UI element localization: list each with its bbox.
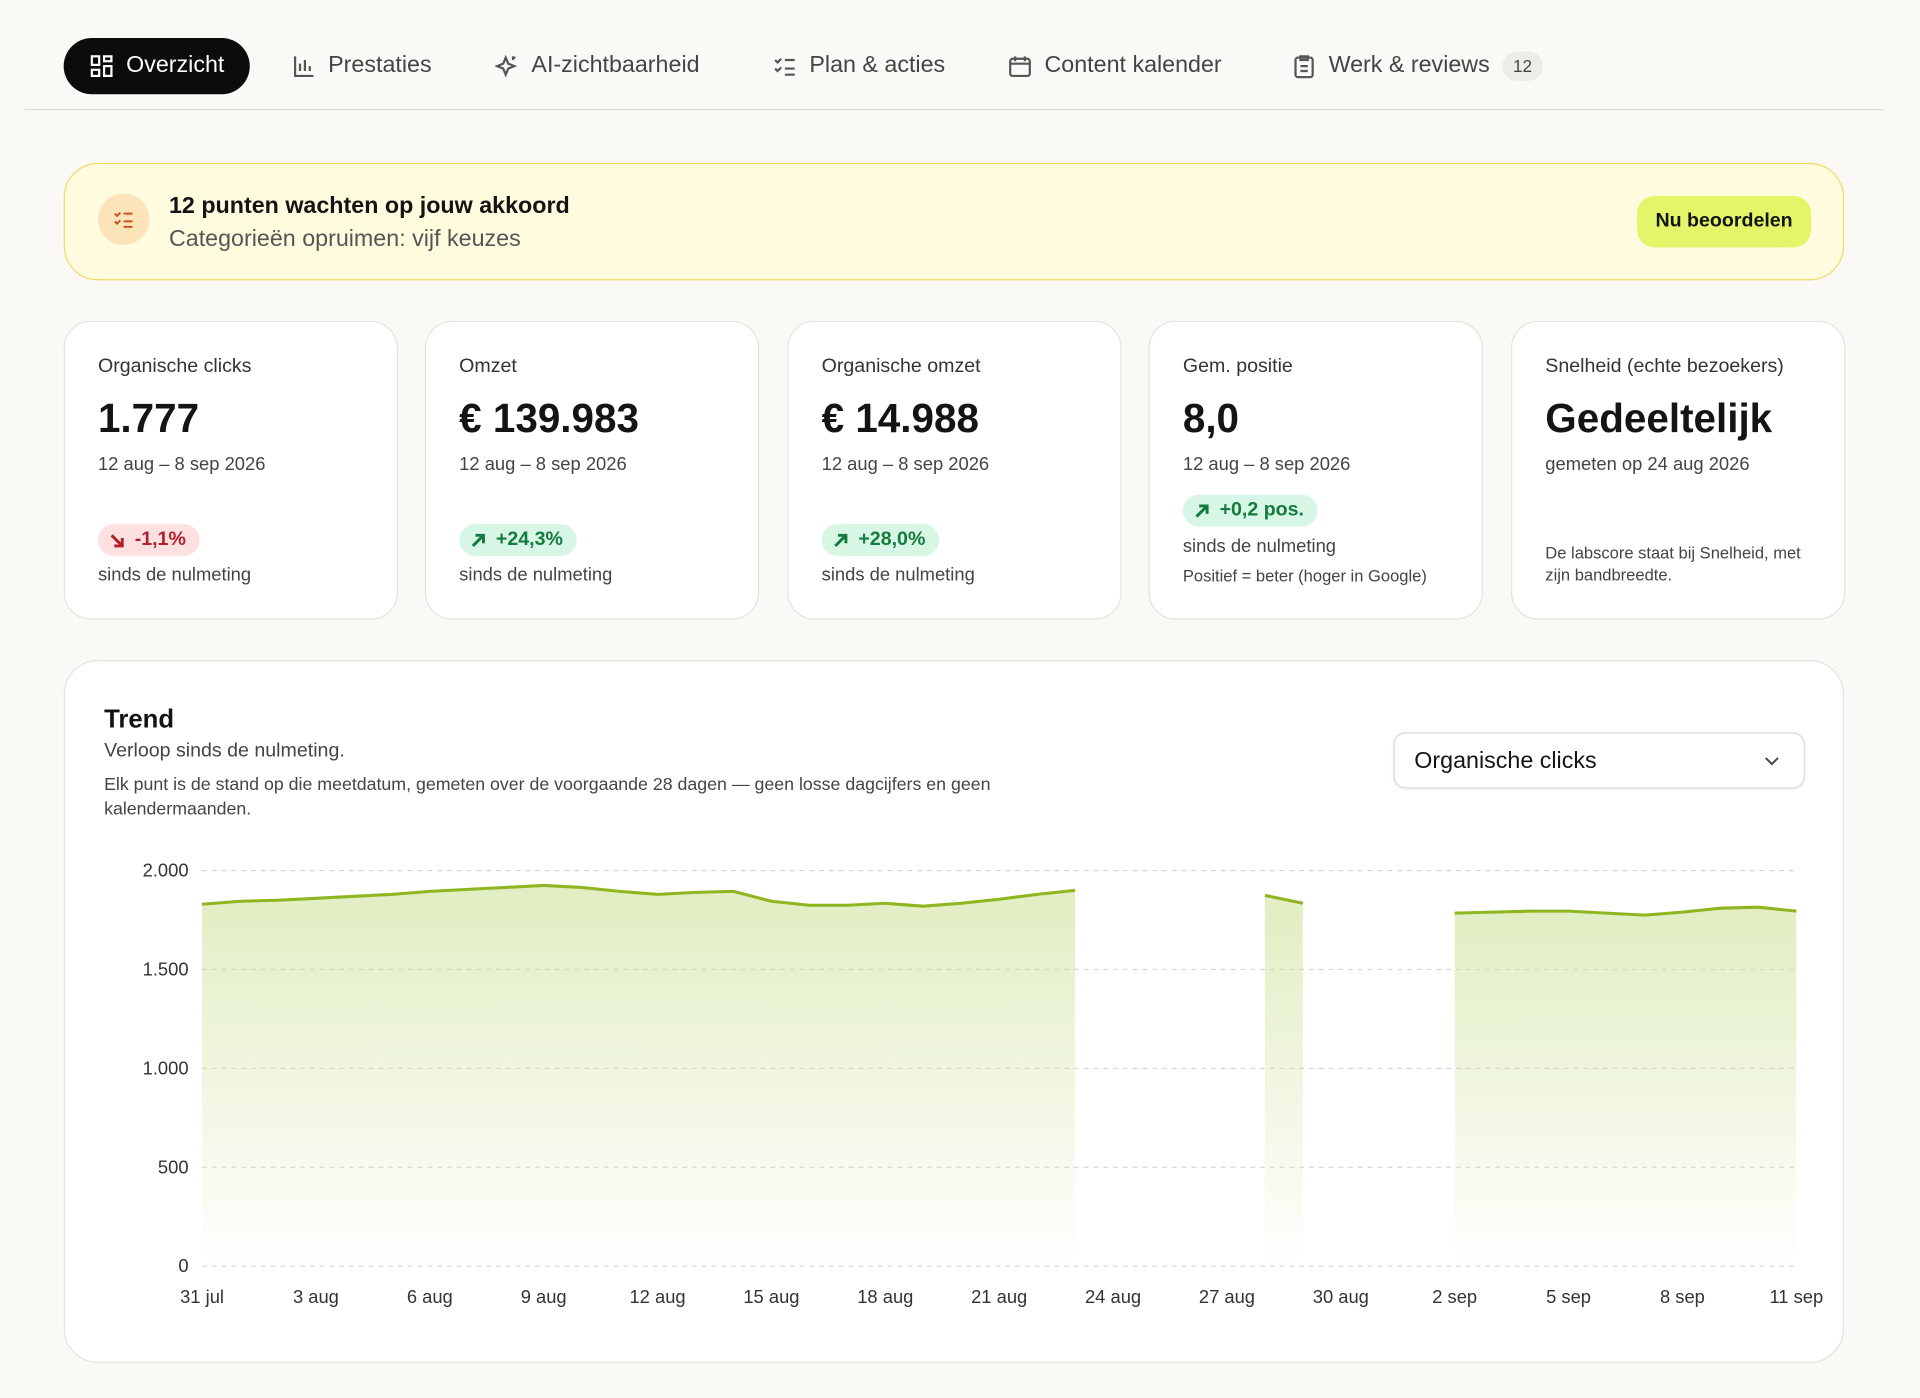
kpi-period: 12 aug – 8 sep 2026 [1182, 454, 1351, 476]
x-tick-label: 3 aug [293, 1286, 339, 1307]
tab-badge: 12 [1501, 51, 1544, 81]
tab[interactable]: Werk & reviews 12 [1292, 38, 1544, 94]
banner-title: 12 punten wachten op jouw akkoord [168, 193, 570, 220]
delta-text: +24,3% [495, 528, 563, 550]
kpi-value: Gedeeltelijk [1545, 395, 1773, 441]
arrow [110, 533, 124, 547]
tab-label: Werk & reviews [1328, 52, 1490, 79]
banner-icon [97, 193, 150, 245]
kpi-note: sinds de nulmeting [1182, 536, 1337, 558]
delta-text: +28,0% [858, 528, 926, 550]
tab-icon [494, 54, 518, 78]
kpi-label: Organische clicks [97, 356, 252, 378]
kpi-label: Omzet [459, 356, 517, 378]
banner-subtitle: Categorieën opruimen: vijf keuzes [168, 226, 521, 253]
x-tick-label: 21 aug [971, 1286, 1027, 1307]
line [201, 883, 1076, 908]
x-tick-label: 31 jul [180, 1286, 224, 1307]
x-tick-label: 8 sep [1660, 1286, 1705, 1307]
tab-icon [294, 56, 314, 78]
chart-description: Elk punt is de stand op die meetdatum, g… [104, 775, 991, 820]
chart-title: Trend [104, 705, 175, 734]
x-tick-label: 15 aug [743, 1286, 799, 1307]
tab-icon [1294, 55, 1314, 79]
kpi-delta: +0,2 pos. [1182, 494, 1318, 527]
y-tick-label: 500 [158, 1156, 189, 1177]
tab-label: Plan & acties [809, 52, 946, 79]
kpi-label: Gem. positie [1182, 356, 1293, 378]
kpi-delta: +24,3% [459, 524, 577, 556]
review-button[interactable]: Nu beoordelen [1637, 195, 1812, 248]
x-tick-label: 11 sep [1769, 1286, 1823, 1307]
kpi-card: Organische clicks 1.777 12 aug – 8 sep 2… [63, 320, 398, 620]
x-tick-label: 24 aug [1085, 1286, 1141, 1307]
kpi-period: 12 aug – 8 sep 2026 [97, 454, 266, 476]
tab-label: Content kalender [1044, 52, 1222, 79]
x-tick-label: 30 aug [1313, 1286, 1369, 1307]
x-tick-label: 6 aug [407, 1286, 453, 1307]
arrow [834, 533, 848, 547]
y-tick-label: 1.500 [143, 959, 189, 980]
divider [24, 108, 1884, 111]
tab[interactable]: Prestaties [291, 38, 432, 94]
kpi-card: Snelheid (echte bezoekers) Gedeeltelijk … [1511, 320, 1846, 620]
select-value: Organische clicks [1414, 748, 1597, 774]
arrow [1195, 503, 1209, 517]
tab[interactable]: AI-zichtbaarheid [494, 38, 700, 94]
kpi-period: 12 aug – 8 sep 2026 [459, 454, 627, 476]
y-tick-label: 1.000 [143, 1057, 189, 1078]
review-banner: 12 punten wachten op jouw akkoord Catego… [63, 162, 1845, 281]
kpi-delta: +28,0% [821, 524, 939, 556]
kpi-label: Snelheid (echte bezoekers) [1545, 356, 1784, 378]
tab[interactable]: Plan & acties [773, 38, 946, 94]
tab[interactable]: Overzicht [63, 37, 251, 95]
kpi-value: € 14.988 [821, 395, 979, 441]
chart-subtitle: Verloop sinds de nulmeting. [104, 740, 345, 762]
kpi-value: 8,0 [1182, 395, 1240, 441]
area [1454, 907, 1797, 1267]
tab-icon [1009, 56, 1031, 78]
area [1264, 895, 1303, 1267]
x-tick-label: 18 aug [857, 1286, 913, 1307]
tab-label: AI-zichtbaarheid [531, 52, 700, 79]
kpi-card: Organische omzet € 14.988 12 aug – 8 sep… [787, 320, 1122, 620]
x-tick-label: 12 aug [629, 1286, 685, 1307]
kpi-delta: -1,1% [97, 524, 200, 556]
line [1454, 905, 1797, 917]
kpi-note: sinds de nulmeting [97, 564, 252, 586]
kpi-value: € 139.983 [459, 395, 639, 441]
tab[interactable]: Content kalender [1008, 38, 1222, 94]
metric-select[interactable]: Organische clicks [1393, 732, 1805, 789]
delta-text: +0,2 pos. [1219, 499, 1304, 521]
kpi-extra: De labscore staat bij Snelheid, met zijn… [1545, 543, 1801, 585]
x-tick-label: 5 sep [1546, 1286, 1591, 1307]
kpi-note: sinds de nulmeting [821, 564, 975, 586]
y-tick-label: 2.000 [143, 860, 189, 881]
line [1264, 893, 1304, 905]
tab-icon [90, 55, 113, 78]
kpi-extra: Positief = beter (hoger in Google) [1182, 566, 1427, 586]
tab-icon [774, 57, 795, 76]
x-tick-label: 27 aug [1199, 1286, 1255, 1307]
kpi-value: 1.777 [97, 395, 200, 441]
tab-label: Prestaties [328, 52, 432, 79]
x-tick-label: 9 aug [521, 1286, 567, 1307]
area [202, 885, 1076, 1267]
kpi-label: Organische omzet [821, 356, 981, 378]
chevron [1765, 757, 1779, 766]
icon [114, 211, 133, 228]
kpi-period: 12 aug – 8 sep 2026 [821, 454, 990, 476]
y-tick-label: 0 [178, 1255, 188, 1276]
kpi-period: gemeten op 24 aug 2026 [1545, 454, 1750, 476]
x-tick-label: 2 sep [1432, 1286, 1477, 1307]
kpi-note: sinds de nulmeting [459, 564, 613, 586]
kpi-card: Gem. positie 8,0 12 aug – 8 sep 2026 +0,… [1148, 320, 1483, 620]
delta-text: -1,1% [134, 528, 186, 550]
kpi-card: Omzet € 139.983 12 aug – 8 sep 2026 +24,… [424, 320, 760, 620]
arrow [471, 533, 485, 547]
tab-label: Overzicht [126, 52, 225, 79]
